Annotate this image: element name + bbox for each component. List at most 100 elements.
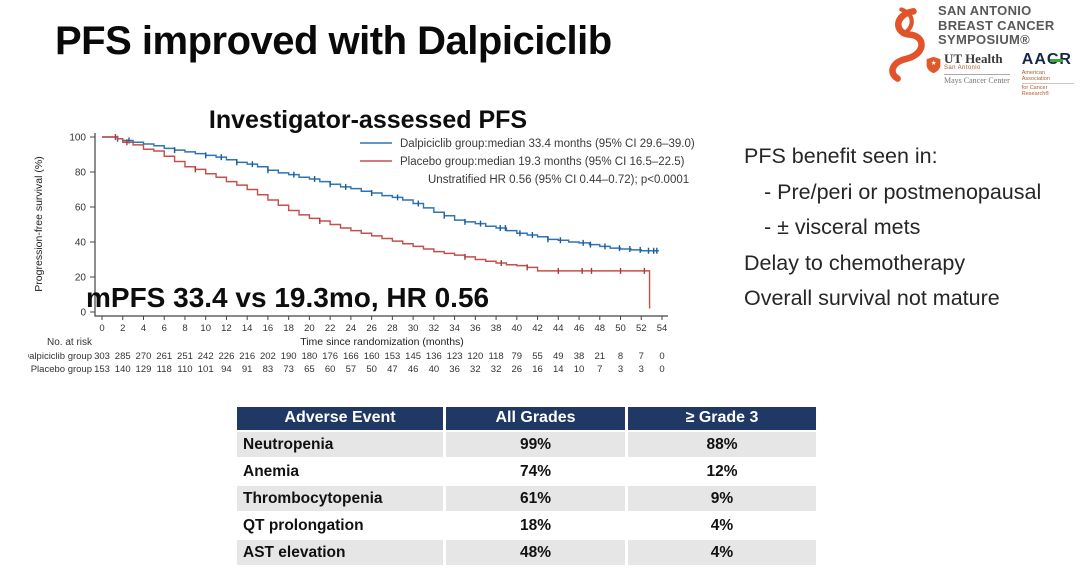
x-tick-label: 10	[200, 323, 211, 334]
sabcs-wordmark: SAN ANTONIO BREAST CANCER SYMPOSIUM®	[938, 3, 1074, 48]
risk-value: 145	[405, 351, 421, 362]
x-tick-label: 28	[387, 323, 398, 334]
x-tick-label: 40	[512, 323, 523, 334]
x-tick-label: 2	[120, 323, 125, 334]
risk-row-label: Dalpiciclib group	[28, 351, 92, 362]
legend-label: Dalpiciclib group:median 33.4 months (95…	[400, 138, 695, 150]
aacr-sub-line-2: for Cancer Research®	[1021, 83, 1074, 97]
risk-value: 261	[156, 351, 172, 362]
risk-value: 285	[115, 351, 131, 362]
risk-value: 36	[449, 364, 460, 375]
risk-value: 118	[157, 364, 172, 375]
km-curve	[102, 136, 651, 309]
risk-value: 101	[198, 364, 214, 375]
risk-value: 160	[364, 351, 380, 362]
sabcs-line-3: SYMPOSIUM®	[938, 32, 1031, 47]
ae-value-cell: 88%	[628, 432, 816, 457]
ae-value-cell: 12%	[628, 459, 816, 484]
slide-title: PFS improved with Dalpiciclib	[55, 19, 612, 63]
ut-health-name: UT Health	[944, 51, 1003, 66]
legend-label: Placebo group:median 19.3 months (95% CI…	[400, 156, 685, 168]
ae-event-cell: AST elevation	[237, 540, 443, 565]
risk-value: 118	[488, 351, 503, 362]
x-tick-label: 52	[636, 323, 647, 334]
ut-shield-icon: ★	[926, 56, 941, 74]
risk-value: 7	[639, 351, 644, 362]
x-tick-label: 14	[242, 323, 253, 334]
ut-health-city: San Antonio	[944, 65, 981, 71]
ae-header-cell: Adverse Event	[237, 407, 443, 430]
ae-header-cell: All Grades	[446, 407, 625, 430]
risk-value: 153	[384, 351, 400, 362]
svg-text:★: ★	[931, 60, 937, 67]
x-tick-label: 44	[553, 323, 564, 334]
risk-value: 79	[512, 351, 523, 362]
ae-value-cell: 48%	[446, 540, 625, 565]
risk-value: 216	[239, 351, 255, 362]
risk-value: 7	[597, 364, 602, 375]
note-line: Overall survival not mature	[744, 286, 1000, 310]
risk-value: 202	[260, 351, 276, 362]
x-tick-label: 4	[141, 323, 146, 334]
ae-value-cell: 74%	[446, 459, 625, 484]
x-tick-label: 24	[346, 323, 357, 334]
y-tick-label: 40	[75, 238, 87, 249]
y-tick-label: 100	[69, 133, 86, 144]
x-tick-label: 6	[162, 323, 167, 334]
x-tick-label: 22	[325, 323, 336, 334]
risk-value: 40	[429, 364, 440, 375]
risk-value: 32	[491, 364, 502, 375]
risk-value: 38	[574, 351, 585, 362]
risk-value: 26	[512, 364, 523, 375]
ae-event-cell: Anemia	[237, 459, 443, 484]
km-axes	[94, 133, 668, 317]
x-tick-label: 38	[491, 323, 502, 334]
risk-value: 91	[242, 364, 253, 375]
risk-value: 57	[346, 364, 357, 375]
x-tick-label: 12	[221, 323, 232, 334]
aacr-logo: AACR American Association for Cancer Res…	[1021, 52, 1074, 97]
partner-logos: ★ UT Health San Antonio Mays Cancer Cent…	[926, 52, 1074, 97]
risk-value: 242	[198, 351, 214, 362]
risk-value: 176	[322, 351, 338, 362]
sabcs-logo: SAN ANTONIO BREAST CANCER SYMPOSIUM® ★ U…	[878, 3, 1074, 97]
risk-value: 60	[325, 364, 336, 375]
risk-value: 0	[659, 351, 664, 362]
km-title: Investigator-assessed PFS	[209, 106, 527, 134]
risk-value: 73	[283, 364, 294, 375]
aacr-sub-line-1: American Association	[1021, 70, 1050, 82]
risk-value: 270	[136, 351, 152, 362]
risk-value: 14	[553, 364, 564, 375]
y-tick-label: 0	[80, 308, 86, 319]
y-tick-label: 60	[75, 203, 87, 214]
km-curve	[102, 136, 659, 252]
risk-value: 153	[94, 364, 110, 375]
sabcs-ribbon-icon	[889, 7, 925, 82]
mays-cancer-center: Mays Cancer Center	[944, 74, 1010, 85]
x-tick-label: 36	[470, 323, 481, 334]
x-tick-label: 8	[182, 323, 187, 334]
risk-value: 83	[263, 364, 274, 375]
adverse-event-table: Adverse Event All Grades ≥ Grade 3 Neutrope…	[237, 407, 816, 565]
risk-value: 123	[447, 351, 463, 362]
ae-value-cell: 18%	[446, 513, 625, 538]
x-tick-label: 16	[263, 323, 274, 334]
km-annotation: mPFS 33.4 vs 19.3mo, HR 0.56	[86, 282, 489, 313]
ut-health-logo: ★ UT Health San Antonio Mays Cancer Cent…	[926, 52, 1010, 85]
risk-value: 251	[177, 351, 193, 362]
x-tick-label: 54	[657, 323, 668, 334]
ae-value-cell: 99%	[446, 432, 625, 457]
x-tick-label: 30	[408, 323, 419, 334]
ae-value-cell: 4%	[628, 513, 816, 538]
note-line: - Pre/peri or postmenopausal	[764, 179, 1042, 204]
y-tick-label: 20	[75, 273, 87, 284]
risk-value: 110	[177, 364, 192, 375]
sabcs-line-2: BREAST CANCER	[938, 17, 1055, 33]
km-ylabel: Progression-free survival (%)	[33, 156, 45, 291]
risk-value: 32	[470, 364, 481, 375]
risk-value: 120	[467, 351, 483, 362]
risk-value: 129	[136, 364, 152, 375]
x-tick-label: 26	[366, 323, 377, 334]
note-line: - ± visceral mets	[764, 215, 921, 239]
